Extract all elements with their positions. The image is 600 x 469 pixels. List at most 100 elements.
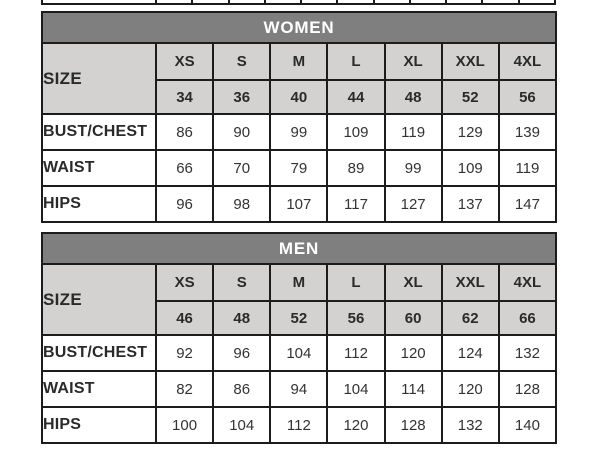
measurement-value-cell: 120 — [326, 406, 386, 444]
size-code-cell: S — [212, 42, 272, 81]
size-number-cell: 56 — [326, 300, 386, 336]
men-size-table: MEN SIZE XS S M L XL XXL 4XL 46 48 52 56… — [41, 232, 558, 444]
table-row: SIZE XS S M L XL XXL 4XL — [41, 42, 558, 115]
size-number-cell: 46 — [154, 300, 215, 336]
size-number-cell: 40 — [269, 79, 329, 115]
measurement-value-cell: 132 — [440, 406, 500, 444]
measurement-value-cell: 96 — [154, 185, 215, 223]
size-number-cell: 60 — [383, 300, 443, 336]
size-number-cell: 56 — [497, 79, 558, 115]
measurement-row-label: BUST/CHEST — [41, 334, 157, 372]
measurement-value-cell: 112 — [269, 406, 329, 444]
size-number-cell: 66 — [497, 300, 558, 336]
size-code-cell: S — [212, 263, 272, 302]
measurement-value-cell: 96 — [212, 334, 272, 372]
size-row-header: SIZE — [41, 42, 157, 115]
size-code-cell: M — [269, 42, 329, 81]
cropped-cell — [300, 0, 337, 3]
size-code-cell: L — [326, 42, 386, 81]
size-code-cell: 4XL — [497, 263, 558, 302]
size-number-cell: 62 — [440, 300, 500, 336]
table-row: HIPS 96 98 107 117 127 137 147 — [41, 185, 558, 223]
measurement-value-cell: 120 — [383, 334, 443, 372]
measurement-value-cell: 109 — [326, 113, 386, 151]
cropped-table-bottom-edge — [41, 0, 556, 5]
measurement-value-cell: 100 — [154, 406, 215, 444]
cropped-cell — [445, 0, 482, 3]
table-row: 34 36 40 44 48 52 56 — [42, 79, 558, 115]
size-code-cell: XL — [383, 42, 443, 81]
measurement-value-cell: 92 — [154, 334, 215, 372]
measurement-value-cell: 119 — [497, 149, 558, 187]
cropped-cell — [191, 0, 228, 3]
measurement-value-cell: 104 — [326, 370, 386, 408]
measurement-value-cell: 109 — [440, 149, 500, 187]
table-row: BUST/CHEST 86 90 99 109 119 129 139 — [41, 113, 558, 151]
cropped-cell — [263, 0, 301, 3]
measurement-value-cell: 117 — [326, 185, 386, 223]
size-code-cell: 4XL — [497, 42, 558, 81]
size-number-cell: 34 — [154, 79, 215, 115]
measurement-value-cell: 82 — [154, 370, 215, 408]
measurement-value-cell: 86 — [154, 113, 215, 151]
measurement-value-cell: 89 — [326, 149, 386, 187]
cropped-cell — [227, 0, 264, 3]
cropped-cell — [41, 0, 155, 3]
size-code-cell: L — [326, 263, 386, 302]
measurement-value-cell: 124 — [440, 334, 500, 372]
measurement-value-cell: 94 — [269, 370, 329, 408]
table-row: HIPS 100 104 112 120 128 132 140 — [41, 406, 558, 444]
measurement-value-cell: 112 — [326, 334, 386, 372]
measurement-value-cell: 120 — [440, 370, 500, 408]
table-row: MEN — [41, 232, 557, 265]
table-row: WAIST 66 70 79 89 99 109 119 — [41, 149, 558, 187]
measurement-row-label: HIPS — [41, 185, 157, 223]
size-number-cell: 52 — [269, 300, 329, 336]
measurement-row-label: WAIST — [41, 370, 157, 408]
measurement-value-cell: 128 — [497, 370, 558, 408]
measurement-value-cell: 79 — [269, 149, 329, 187]
men-table-title: MEN — [41, 232, 557, 265]
cropped-cell — [408, 0, 446, 3]
cropped-cell — [481, 0, 518, 3]
measurement-value-cell: 107 — [269, 185, 329, 223]
size-number-cell: 48 — [212, 300, 272, 336]
measurement-row-label: WAIST — [41, 149, 157, 187]
measurement-value-cell: 104 — [212, 406, 272, 444]
size-code-cell: XL — [383, 263, 443, 302]
table-row: WAIST 82 86 94 104 114 120 128 — [41, 370, 558, 408]
table-row: BUST/CHEST 92 96 104 112 120 124 132 — [41, 334, 558, 372]
measurement-value-cell: 132 — [497, 334, 558, 372]
measurement-value-cell: 128 — [383, 406, 443, 444]
measurement-value-cell: 137 — [440, 185, 500, 223]
measurement-value-cell: 70 — [212, 149, 272, 187]
size-code-cell: M — [269, 263, 329, 302]
cropped-cell — [336, 0, 373, 3]
size-code-cell: XS — [154, 42, 215, 81]
table-row: SIZE XS S M L XL XXL 4XL — [41, 263, 558, 336]
size-number-cell: 36 — [212, 79, 272, 115]
table-row: 46 48 52 56 60 62 66 — [42, 300, 558, 336]
size-number-cell: 44 — [326, 79, 386, 115]
size-number-cell: 48 — [383, 79, 443, 115]
size-code-cell: XXL — [440, 263, 500, 302]
measurement-value-cell: 104 — [269, 334, 329, 372]
women-table-title: WOMEN — [41, 11, 557, 44]
table-row: WOMEN — [41, 11, 557, 44]
cropped-cell — [372, 0, 409, 3]
cropped-cell — [517, 0, 554, 3]
size-code-cell: XS — [154, 263, 215, 302]
size-row-header: SIZE — [41, 263, 157, 336]
measurement-value-cell: 66 — [154, 149, 215, 187]
measurement-row-label: HIPS — [41, 406, 157, 444]
women-size-table: WOMEN SIZE XS S M L XL XXL 4XL 34 36 40 … — [41, 11, 558, 223]
measurement-value-cell: 99 — [383, 149, 443, 187]
size-code-cell: XXL — [440, 42, 500, 81]
measurement-value-cell: 140 — [497, 406, 558, 444]
cropped-cell — [155, 0, 192, 3]
size-number-cell: 52 — [440, 79, 500, 115]
measurement-value-cell: 99 — [269, 113, 329, 151]
measurement-value-cell: 139 — [497, 113, 558, 151]
measurement-value-cell: 147 — [497, 185, 558, 223]
